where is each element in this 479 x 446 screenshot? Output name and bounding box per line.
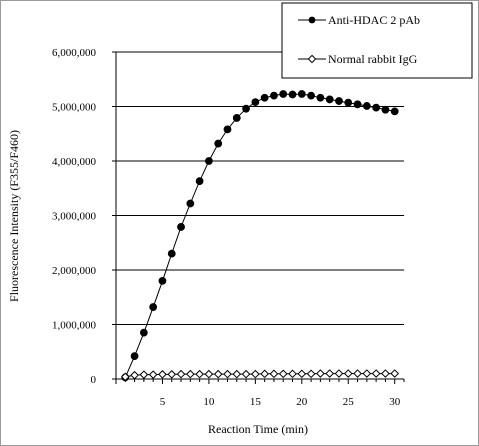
series-2-point-4	[148, 370, 158, 379]
legend-label-series-2: Normal rabbit IgG	[328, 52, 418, 66]
series-1-point-21	[307, 91, 315, 100]
series-1-point-30	[390, 107, 399, 116]
series-1-point-18	[279, 90, 288, 98]
x-tick-label-5: 25	[343, 396, 355, 408]
series-2	[120, 369, 400, 382]
series-2-point-10	[204, 369, 214, 379]
series-2-point-15	[251, 369, 260, 379]
gridlines	[116, 51, 404, 325]
series-1-point-27	[362, 102, 371, 110]
series-1-point-19	[288, 90, 297, 99]
y-tick-label-4: 4,000,000	[52, 156, 97, 168]
series-1-point-4	[149, 303, 158, 311]
series-1-point-12	[223, 125, 232, 134]
x-tick-labels: 5 10 15 20 25 30	[160, 396, 401, 408]
legend-label-series-1: Anti-HDAC 2 pAb	[328, 13, 420, 27]
series-2-point-14	[241, 369, 251, 379]
series-1-point-22	[316, 93, 325, 102]
series	[120, 90, 400, 382]
series-1-point-7	[177, 223, 185, 231]
series-1-point-5	[158, 277, 167, 285]
x-tick-label-4: 20	[296, 396, 308, 408]
legend-items	[298, 16, 326, 64]
series-1-point-10	[205, 157, 213, 165]
y-axis-title: Fluorescence Intensity (F355/F460)	[7, 130, 21, 302]
series-2-point-12	[223, 369, 232, 379]
series-1-point-25	[344, 98, 353, 107]
legend-marker-series-2	[307, 54, 317, 64]
series-2-point-1	[120, 372, 130, 382]
y-tick-label-5: 5,000,000	[52, 102, 97, 114]
y-tick-label-1: 1,000,000	[52, 320, 97, 332]
series-1-point-13	[232, 114, 241, 122]
y-tick-label-3: 3,000,000	[52, 211, 97, 223]
series-1-point-23	[325, 95, 334, 104]
series-2-point-13	[232, 369, 242, 379]
series-2-point-26	[353, 369, 362, 378]
series-2-point-27	[362, 369, 372, 378]
series-2-point-17	[269, 369, 279, 379]
legend: Anti-HDAC 2 pAb Normal rabbit IgG	[281, 2, 473, 79]
series-1-point-8	[186, 199, 195, 208]
x-axis-title: Reaction Time (min)	[208, 422, 308, 436]
series-2-point-2	[130, 370, 139, 380]
series-2-point-24	[334, 369, 344, 378]
series-2-point-20	[297, 369, 307, 379]
legend-marker-series-1	[308, 16, 316, 24]
series-2-point-8	[186, 369, 195, 379]
series-1-point-26	[353, 100, 362, 109]
y-tick-label-0: 0	[91, 374, 97, 386]
series-2-point-11	[213, 369, 223, 379]
series-1	[121, 90, 399, 382]
series-2-point-18	[278, 369, 288, 379]
x-tick-label-1: 5	[160, 396, 166, 408]
series-2-point-30	[390, 369, 400, 378]
series-2-point-6	[167, 370, 177, 379]
series-2-point-25	[343, 369, 353, 378]
series-2-point-7	[176, 369, 186, 379]
series-1-point-9	[195, 177, 204, 186]
series-2-point-29	[381, 369, 390, 378]
y-tick-label-6: 6,000,000	[52, 47, 97, 59]
series-1-point-3	[139, 328, 148, 337]
series-1-point-29	[381, 105, 390, 114]
series-1-point-16	[260, 93, 269, 102]
series-2-point-28	[371, 369, 381, 378]
series-1-point-14	[242, 104, 250, 113]
y-tick-label-2: 2,000,000	[52, 265, 97, 277]
series-2-point-5	[158, 370, 167, 379]
series-2-point-3	[139, 370, 149, 379]
legend-box	[281, 2, 473, 79]
series-2-point-21	[306, 369, 316, 379]
series-1-point-28	[372, 103, 381, 112]
series-1-point-15	[251, 98, 260, 107]
series-2-point-19	[288, 369, 297, 379]
series-2-point-9	[195, 369, 204, 379]
y-tick-labels: 0 1,000,000 2,000,000 3,000,000 4,000,000 5,0…	[52, 47, 97, 386]
series-2-point-16	[260, 369, 269, 379]
x-tick-label-6: 30	[389, 396, 401, 408]
series-2-point-22	[316, 369, 325, 378]
series-1-point-17	[270, 91, 278, 100]
series-1-point-2	[130, 352, 139, 361]
series-2-point-23	[325, 369, 334, 378]
series-1-point-6	[167, 249, 176, 258]
series-1-point-20	[297, 90, 306, 98]
x-tick-label-3: 15	[250, 396, 262, 408]
series-1-line	[124, 93, 395, 378]
series-1-point-11	[214, 139, 223, 148]
axes	[112, 51, 405, 384]
series-1-point-24	[335, 97, 343, 105]
x-tick-label-2: 10	[203, 396, 215, 408]
